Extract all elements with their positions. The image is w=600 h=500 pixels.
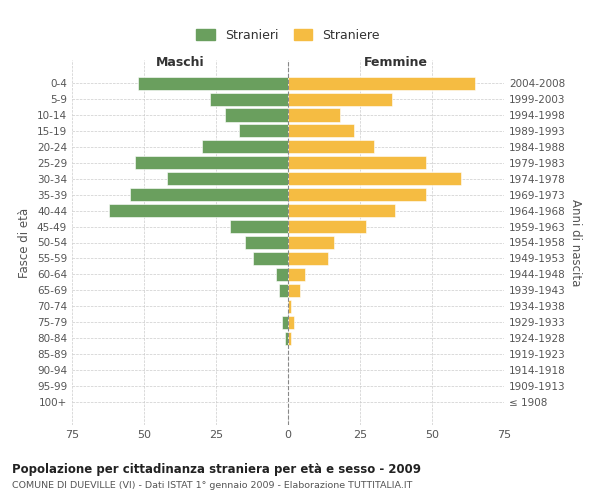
Bar: [288, 172, 461, 186]
Bar: [288, 204, 395, 217]
Bar: [288, 124, 354, 138]
Bar: [136, 156, 288, 170]
Bar: [288, 316, 294, 328]
Legend: Stranieri, Straniere: Stranieri, Straniere: [190, 22, 386, 48]
Text: COMUNE DI DUEVILLE (VI) - Dati ISTAT 1° gennaio 2009 - Elaborazione TUTTITALIA.I: COMUNE DI DUEVILLE (VI) - Dati ISTAT 1° …: [12, 481, 412, 490]
Bar: [245, 236, 288, 249]
Bar: [202, 140, 288, 153]
Bar: [288, 268, 305, 281]
Bar: [288, 92, 392, 106]
Bar: [282, 316, 288, 328]
Bar: [288, 284, 299, 297]
Bar: [230, 220, 288, 233]
Bar: [277, 268, 288, 281]
Bar: [288, 188, 426, 201]
Bar: [288, 252, 328, 265]
Y-axis label: Anni di nascita: Anni di nascita: [569, 199, 582, 286]
Bar: [288, 332, 291, 344]
Y-axis label: Fasce di età: Fasce di età: [19, 208, 31, 278]
Bar: [288, 76, 475, 90]
Bar: [288, 300, 291, 313]
Bar: [288, 108, 340, 122]
Bar: [138, 76, 288, 90]
Bar: [280, 284, 288, 297]
Bar: [288, 220, 366, 233]
Text: Femmine: Femmine: [364, 56, 428, 69]
Bar: [224, 108, 288, 122]
Bar: [288, 140, 374, 153]
Bar: [210, 92, 288, 106]
Bar: [288, 156, 426, 170]
Bar: [285, 332, 288, 344]
Bar: [109, 204, 288, 217]
Text: Popolazione per cittadinanza straniera per età e sesso - 2009: Popolazione per cittadinanza straniera p…: [12, 462, 421, 475]
Bar: [130, 188, 288, 201]
Text: Maschi: Maschi: [155, 56, 205, 69]
Bar: [253, 252, 288, 265]
Bar: [167, 172, 288, 186]
Bar: [288, 236, 334, 249]
Bar: [239, 124, 288, 138]
